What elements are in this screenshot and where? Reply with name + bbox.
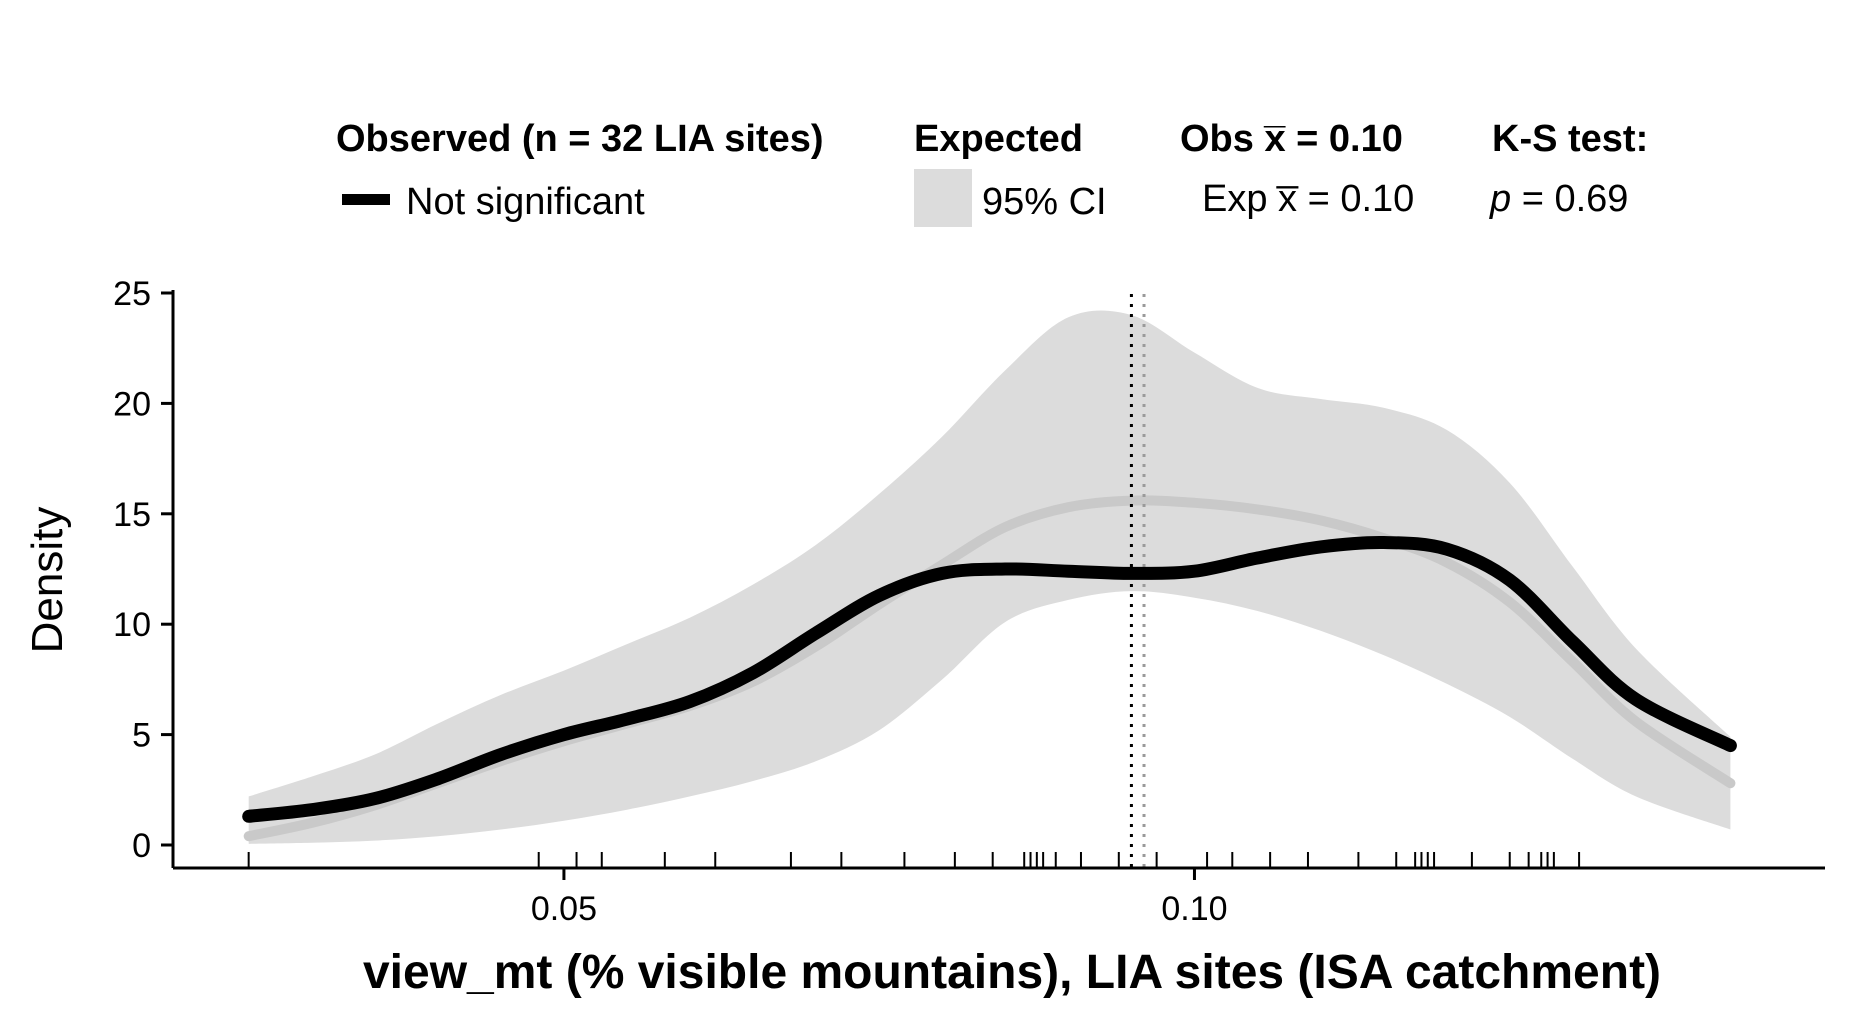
- legend-ci-item: 95% CI: [982, 181, 1107, 223]
- legend-ks-title: K-S test:: [1492, 118, 1648, 160]
- legend-ci-swatch: [914, 169, 972, 227]
- y-tick-label: 5: [132, 717, 151, 755]
- legend-expected-title: Expected: [914, 118, 1083, 160]
- legend-obs-mean: Obs x̅ = 0.10: [1180, 118, 1403, 160]
- x-axis-title: view_mt (% visible mountains), LIA sites…: [363, 946, 1661, 999]
- y-tick-label: 25: [113, 275, 151, 313]
- legend-observed-title: Observed (n = 32 LIA sites): [336, 118, 824, 160]
- y-tick-label: 0: [132, 827, 151, 865]
- plot-area: 0 5 10 15 20 25 0.05 0.10: [113, 275, 1825, 928]
- legend-observed-item: Not significant: [406, 181, 645, 223]
- ci-band: [248, 310, 1731, 844]
- legend-ks-p-symbol: p: [1489, 178, 1511, 220]
- y-tick-label: 20: [113, 385, 151, 423]
- legend-ks-p-value: = 0.69: [1511, 178, 1628, 220]
- legend: Observed (n = 32 LIA sites) Not signific…: [336, 118, 1648, 227]
- y-tick-label: 10: [113, 606, 151, 644]
- legend-ks-p: p = 0.69: [1489, 178, 1628, 220]
- legend-observed-swatch: [342, 194, 390, 205]
- observed-line: [242, 535, 1737, 823]
- x-tick-label: 0.05: [531, 890, 597, 928]
- y-tick-label: 15: [113, 496, 151, 534]
- y-axis-title: Density: [23, 507, 72, 654]
- legend-exp-mean: Exp x̅ = 0.10: [1202, 178, 1414, 220]
- x-tick-label: 0.10: [1161, 890, 1227, 928]
